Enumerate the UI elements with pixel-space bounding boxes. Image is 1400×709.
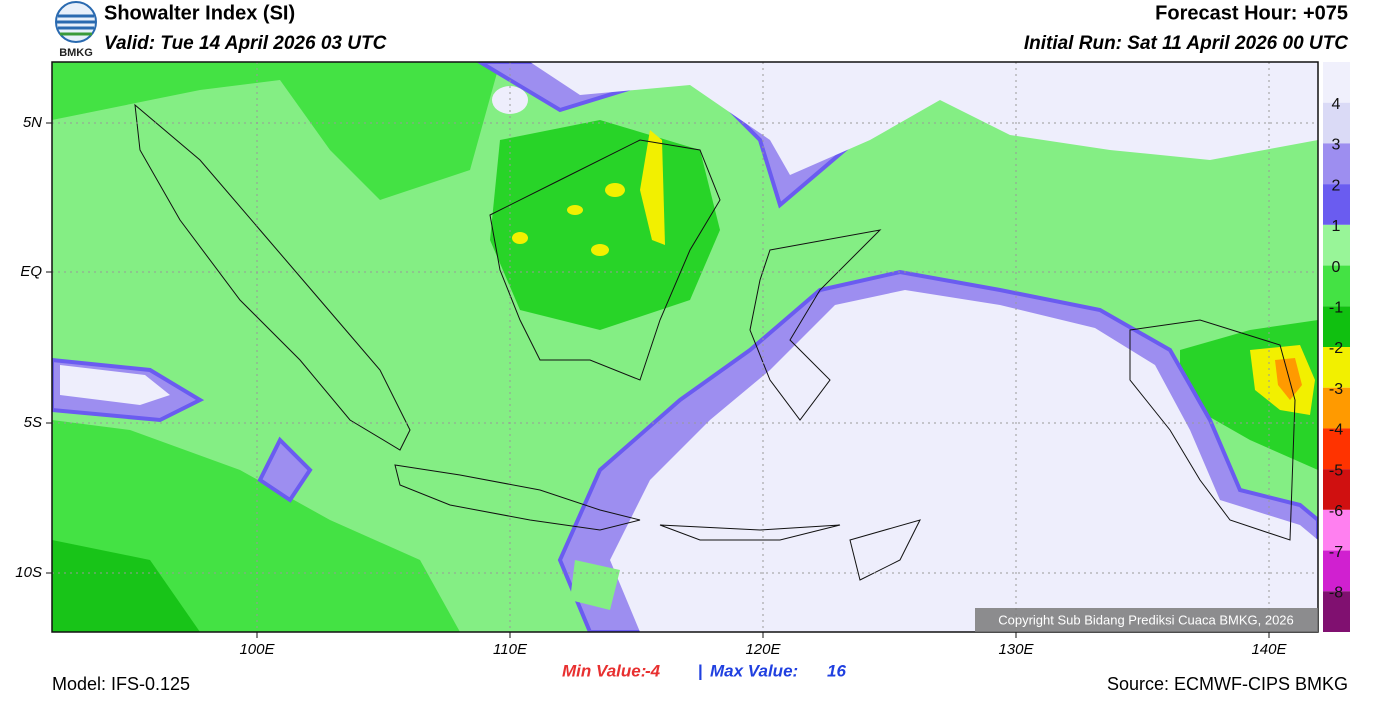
colorbar-segment	[1323, 428, 1350, 470]
colorbar-label: 2	[1332, 177, 1341, 194]
colorbar-label: 0	[1332, 259, 1341, 276]
colorbar-label: -4	[1329, 422, 1343, 439]
colorbar-label: -7	[1329, 544, 1343, 561]
colorbar-segment	[1323, 62, 1350, 103]
colorbar-label: -3	[1329, 381, 1343, 398]
logo: BMKG	[55, 1, 97, 59]
colorbar-label: 4	[1332, 96, 1341, 113]
colorbar-segment	[1323, 143, 1350, 185]
copyright-box	[975, 608, 1318, 632]
colorbar-label: 1	[1332, 218, 1341, 235]
model: Model: IFS-0.125	[52, 674, 190, 694]
lon-label: 100E	[239, 641, 275, 658]
colorbar-label: -8	[1329, 585, 1343, 602]
initial-run: Initial Run: Sat 11 April 2026 00 UTC	[1024, 33, 1348, 54]
copyright: Copyright Sub Bidang Prediksi Cuaca BMKG…	[998, 612, 1294, 627]
colorbar-segment	[1323, 387, 1350, 429]
lon-label: 120E	[745, 641, 781, 658]
colorbar-segment	[1323, 306, 1350, 347]
lon-label: 140E	[1251, 641, 1287, 658]
colorbar-segment	[1323, 184, 1350, 225]
separator: |	[698, 661, 703, 680]
colorbar-segment	[1323, 469, 1350, 510]
lon-label: 130E	[998, 641, 1034, 658]
colorbar-label: -1	[1329, 300, 1343, 317]
min-label: Min Value:	[562, 661, 646, 680]
lat-label: 5N	[23, 114, 42, 131]
logo-text: BMKG	[59, 47, 93, 59]
lat-label: EQ	[20, 263, 42, 280]
map-field	[52, 62, 1318, 632]
colorbar-label: -2	[1329, 340, 1343, 357]
colorbar-label: -6	[1329, 503, 1343, 520]
max-value: 16	[827, 661, 846, 680]
title: Showalter Index (SI)	[104, 2, 295, 24]
colorbar-segment	[1323, 265, 1350, 307]
colorbar-label: 3	[1332, 137, 1341, 154]
colorbar-segment	[1323, 550, 1350, 592]
source: Source: ECMWF-CIPS BMKG	[1107, 674, 1348, 694]
max-label: Max Value:	[710, 661, 798, 680]
colorbar-segment	[1323, 347, 1350, 388]
colorbar-segment	[1323, 591, 1350, 632]
map-frame	[51, 61, 1319, 633]
min-value: -4	[645, 661, 661, 680]
lon-label: 110E	[493, 641, 528, 658]
colorbar-segment	[1323, 102, 1350, 144]
colorbar-label: -5	[1329, 462, 1343, 479]
colorbar-segment	[1323, 224, 1350, 266]
lat-label: 5S	[24, 414, 42, 431]
lat-label: 10S	[15, 564, 42, 581]
colorbar-segment	[1323, 509, 1350, 551]
forecast-hour: Forecast Hour: +075	[1155, 2, 1348, 24]
valid-time: Valid: Tue 14 April 2026 03 UTC	[104, 33, 387, 54]
